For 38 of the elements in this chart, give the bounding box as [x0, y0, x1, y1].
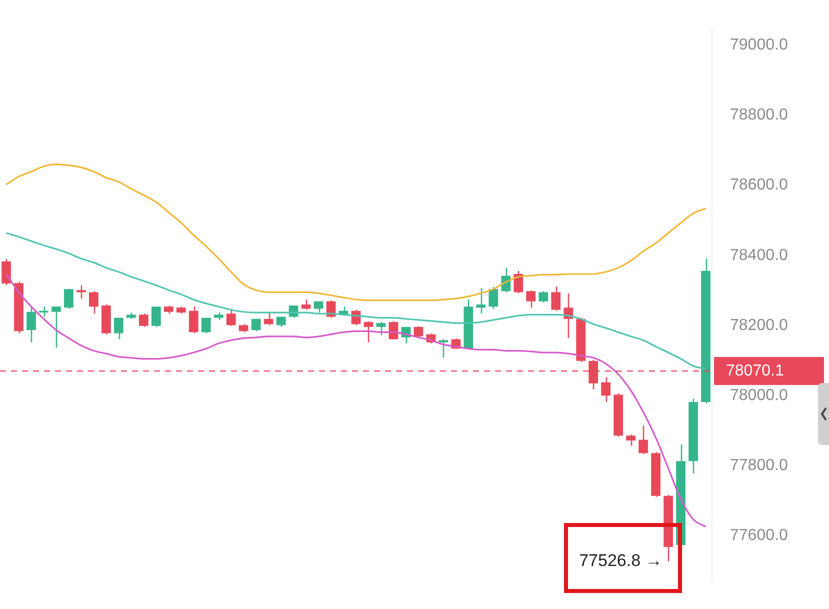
candlestick [376, 321, 386, 336]
y-tick-label: 78000.0 [730, 387, 788, 404]
y-tick-label: 77800.0 [730, 457, 788, 474]
candlestick [476, 287, 486, 314]
candlestick [551, 286, 561, 312]
candlestick [526, 290, 536, 308]
y-tick-label: 79000.0 [730, 36, 788, 54]
candlestick [76, 284, 86, 300]
y-tick-label: 78800.0 [730, 106, 788, 124]
candlestick [138, 312, 148, 328]
candlestick [488, 286, 498, 310]
annotation: 77526.8 → [579, 551, 662, 570]
candlestick [638, 424, 648, 455]
y-tick-label: 78400.0 [730, 246, 788, 264]
candlestick [114, 317, 124, 340]
candlestick [626, 434, 636, 446]
candlestick [89, 290, 98, 314]
y-tick-label: 77600.0 [730, 527, 788, 544]
candlestick [364, 320, 374, 344]
candlestick [26, 307, 36, 344]
candlestick [514, 270, 524, 294]
candlestick [64, 288, 74, 310]
ref-line-label: 78070.1 [726, 362, 784, 380]
y-tick-label: 78200.0 [730, 316, 788, 334]
line-series [5, 232, 707, 370]
candlestick [151, 306, 161, 328]
candlestick [564, 292, 574, 339]
candlestick [264, 311, 274, 326]
candlestick [601, 376, 611, 403]
candlestick [226, 309, 236, 327]
y-tick-label: 78600.0 [730, 176, 788, 194]
candlestick [538, 290, 548, 304]
candlestick [438, 338, 448, 358]
candlestick [188, 306, 198, 334]
candlestick [201, 317, 211, 334]
candlestick [52, 306, 61, 348]
candlestick [251, 318, 261, 332]
candlestick [301, 298, 311, 310]
